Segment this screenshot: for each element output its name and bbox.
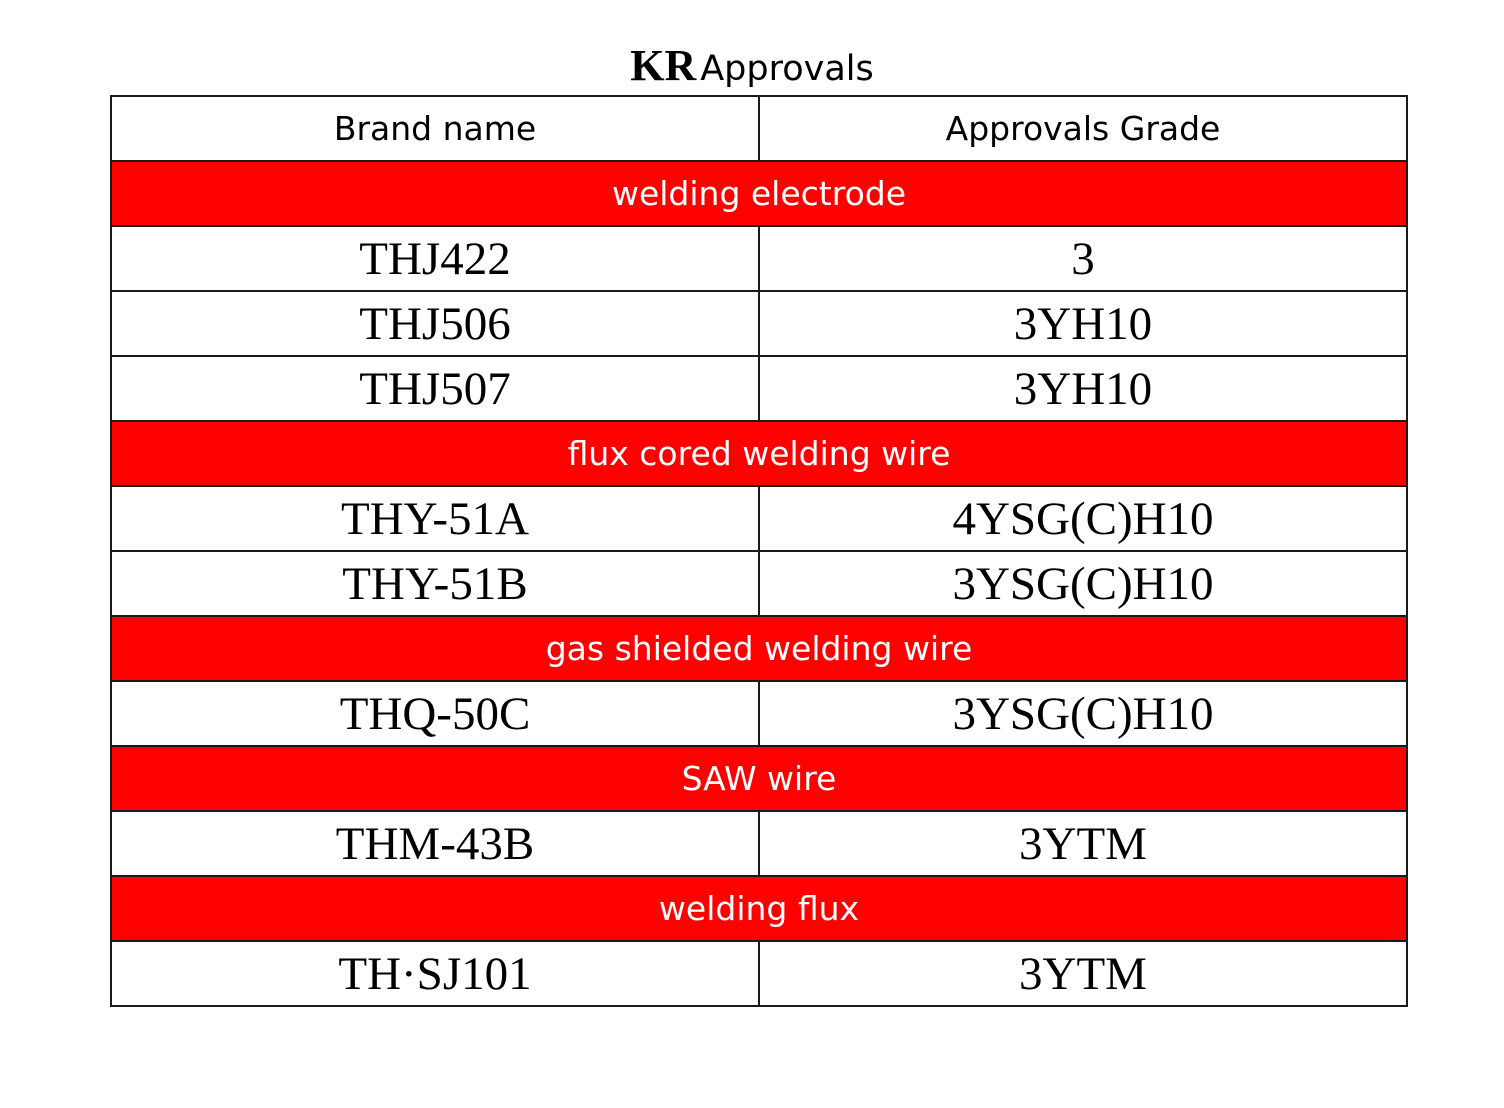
table-row: THQ-50C 3YSG(C)H10 <box>110 680 1408 747</box>
header-approvals-grade: Approvals Grade <box>758 95 1408 162</box>
grade-cell: 3YH10 <box>758 355 1408 422</box>
section-label: welding flux <box>110 875 1408 942</box>
grade-cell: 3YTM <box>758 810 1408 877</box>
page-title: KR Approvals <box>0 38 1504 104</box>
brand-cell: THJ422 <box>110 225 760 292</box>
title-kr: KR <box>630 41 697 90</box>
table-row: THM-43B 3YTM <box>110 810 1408 877</box>
approvals-table: Brand name Approvals Grade welding elect… <box>110 95 1408 1007</box>
section-row: gas shielded welding wire <box>110 615 1408 682</box>
section-row: welding flux <box>110 875 1408 942</box>
section-label: gas shielded welding wire <box>110 615 1408 682</box>
table-row: THJ422 3 <box>110 225 1408 292</box>
table-row: TH·SJ101 3YTM <box>110 940 1408 1007</box>
brand-cell: THQ-50C <box>110 680 760 747</box>
brand-cell: TH·SJ101 <box>110 940 760 1007</box>
brand-cell: THY-51A <box>110 485 760 552</box>
table-row: THJ506 3YH10 <box>110 290 1408 357</box>
grade-cell: 3YSG(C)H10 <box>758 550 1408 617</box>
grade-cell: 3YTM <box>758 940 1408 1007</box>
brand-cell: THM-43B <box>110 810 760 877</box>
grade-cell: 3 <box>758 225 1408 292</box>
section-row: welding electrode <box>110 160 1408 227</box>
brand-cell: THY-51B <box>110 550 760 617</box>
brand-cell: THJ507 <box>110 355 760 422</box>
section-label: SAW wire <box>110 745 1408 812</box>
table-row: THY-51A 4YSG(C)H10 <box>110 485 1408 552</box>
header-brand-name: Brand name <box>110 95 760 162</box>
section-row: SAW wire <box>110 745 1408 812</box>
brand-cell: THJ506 <box>110 290 760 357</box>
grade-cell: 3YSG(C)H10 <box>758 680 1408 747</box>
grade-cell: 4YSG(C)H10 <box>758 485 1408 552</box>
table-row: THJ507 3YH10 <box>110 355 1408 422</box>
section-row: flux cored welding wire <box>110 420 1408 487</box>
grade-cell: 3YH10 <box>758 290 1408 357</box>
title-approvals: Approvals <box>700 49 874 89</box>
section-label: flux cored welding wire <box>110 420 1408 487</box>
table-row: THY-51B 3YSG(C)H10 <box>110 550 1408 617</box>
header-row: Brand name Approvals Grade <box>110 95 1408 162</box>
section-label: welding electrode <box>110 160 1408 227</box>
